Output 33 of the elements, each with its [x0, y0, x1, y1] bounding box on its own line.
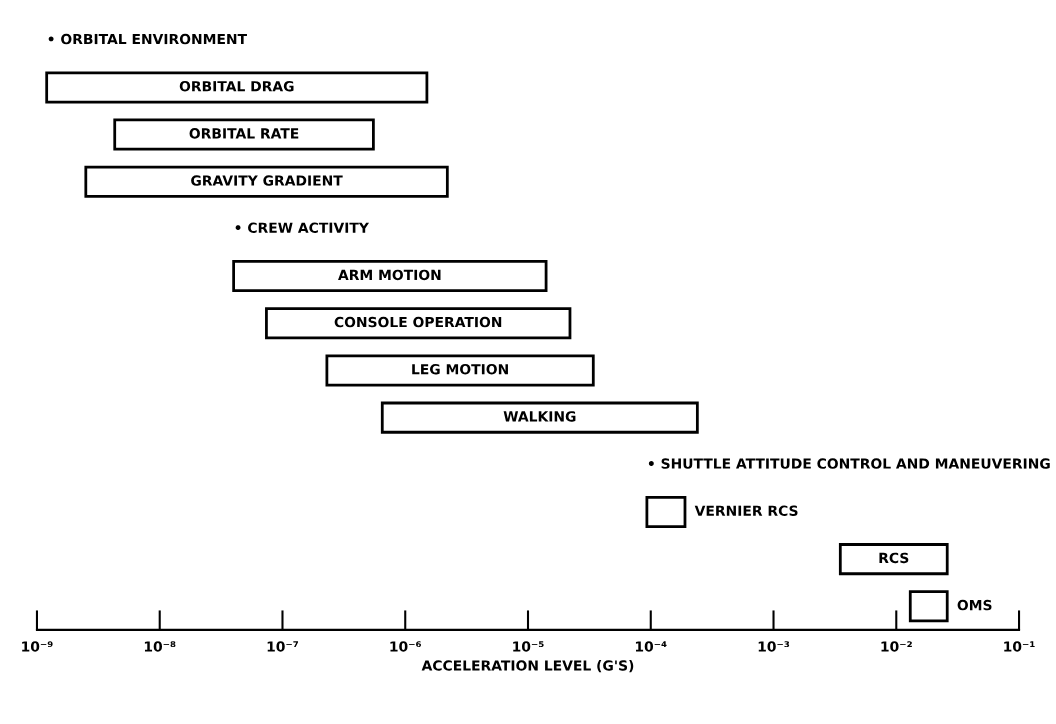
- x-tick-label: 10⁻³: [758, 641, 790, 652]
- x-tick-label: 10⁻²: [881, 641, 912, 652]
- y-tick-label: ORBITAL RATE: [189, 128, 299, 139]
- bar: [84, 165, 449, 198]
- y-tick-label: ORBITAL DRAG: [179, 80, 294, 92]
- y-tick-label: VERNIER RCS: [694, 505, 798, 516]
- x-tick-label: 10⁻⁸: [144, 641, 176, 652]
- bar: [908, 590, 949, 623]
- bar: [265, 307, 572, 340]
- x-tick-label: 10⁻⁷: [267, 641, 299, 652]
- bar: [113, 118, 375, 151]
- y-tick-label: RCS: [879, 552, 909, 564]
- annotation: • CREW ACTIVITY: [235, 222, 370, 233]
- x-tick-label: 10⁻¹: [1004, 641, 1035, 652]
- x-axis-title: ACCELERATION LEVEL (G'S): [421, 660, 634, 673]
- x-tick-label: 10⁻⁵: [513, 641, 544, 652]
- y-tick-label: LEG MOTION: [412, 363, 508, 375]
- bar: [380, 401, 699, 434]
- y-tick-label: WALKING: [503, 411, 576, 422]
- bar: [45, 71, 429, 104]
- y-tick-label: GRAVITY GRADIENT: [191, 175, 343, 186]
- x-tick-label: 10⁻⁹: [22, 641, 53, 652]
- x-tick-label: 10⁻⁶: [390, 641, 421, 652]
- annotation: • SHUTTLE ATTITUDE CONTROL AND MANEUVERING: [648, 458, 1050, 469]
- y-tick-label: OMS: [957, 599, 992, 611]
- bar: [325, 354, 595, 387]
- bar: [838, 543, 949, 576]
- annotation: • ORBITAL ENVIRONMENT: [48, 33, 247, 45]
- bar: [232, 260, 548, 293]
- y-tick-label: CONSOLE OPERATION: [334, 316, 502, 328]
- y-tick-label: ARM MOTION: [338, 269, 441, 281]
- x-tick-label: 10⁻⁴: [635, 641, 667, 652]
- bar: [645, 495, 687, 528]
